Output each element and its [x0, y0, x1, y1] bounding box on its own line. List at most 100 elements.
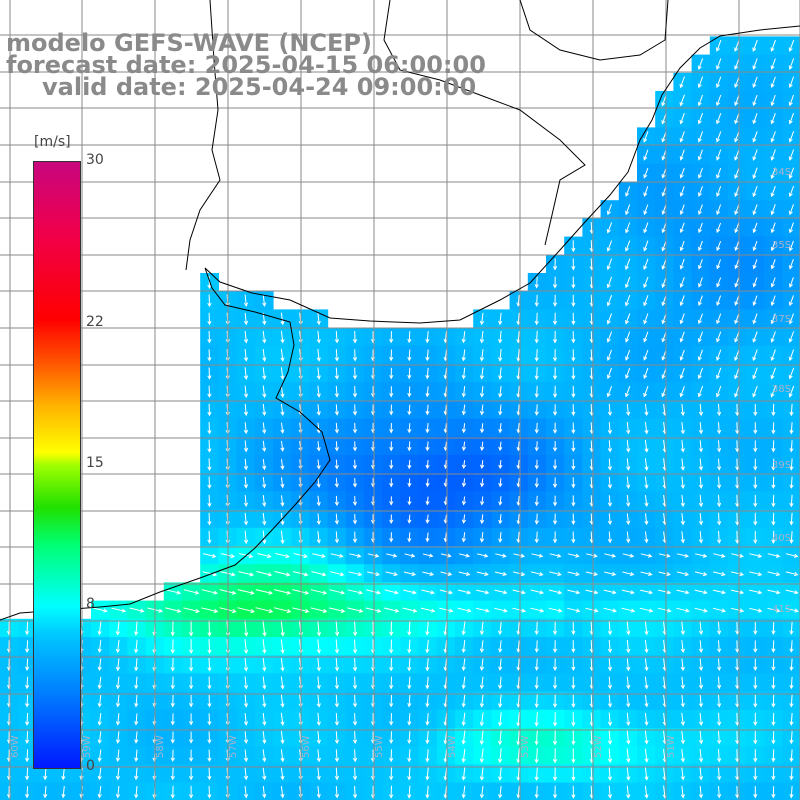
wind-arrow: [115, 785, 121, 799]
wind-arrow: [134, 694, 139, 708]
wind-arrow: [534, 404, 539, 416]
wind-arrow: [461, 712, 466, 727]
wind-arrow: [389, 767, 394, 781]
wind-arrow: [316, 658, 321, 672]
wind-arrow: [715, 385, 722, 398]
wind-arrow: [697, 131, 704, 143]
wind-arrow: [280, 530, 285, 545]
wind-arrow: [626, 458, 631, 471]
wind-arrow: [497, 730, 503, 746]
wind-arrow: [716, 458, 722, 471]
wind-arrow: [626, 712, 631, 727]
wind-arrow: [571, 367, 576, 380]
wind-arrow: [606, 294, 613, 307]
wind-arrow: [516, 367, 521, 380]
wind-arrow: [352, 658, 358, 672]
wind-arrow: [479, 712, 485, 727]
wind-arrow: [552, 694, 558, 708]
wind-arrow: [280, 694, 285, 708]
wind-arrow: [789, 749, 794, 763]
wind-arrow: [571, 477, 576, 489]
wind-arrow: [731, 571, 745, 577]
wind-arrow: [280, 676, 285, 690]
wind-arrow: [644, 767, 649, 781]
wind-arrow: [316, 531, 321, 544]
wind-arrow: [771, 458, 776, 471]
wind-arrow: [680, 658, 685, 672]
wind-arrow: [25, 712, 30, 726]
wind-arrow: [552, 294, 558, 307]
wind-arrow: [753, 622, 758, 635]
wind-arrow: [548, 589, 563, 595]
wind-arrow: [170, 639, 175, 654]
wind-arrow: [461, 331, 466, 344]
wind-arrow: [170, 658, 175, 672]
wind-arrow: [280, 786, 285, 799]
wind-arrow: [752, 331, 758, 343]
wind-arrow: [606, 386, 613, 398]
wind-arrow: [389, 459, 394, 470]
wind-arrow: [530, 589, 545, 595]
wind-arrow: [734, 113, 740, 125]
wind-arrow: [571, 240, 576, 253]
wind-arrow: [534, 312, 539, 326]
wind-arrow: [607, 712, 613, 727]
wind-arrow: [752, 131, 758, 143]
wind-arrow: [262, 385, 267, 399]
wind-arrow: [188, 639, 194, 655]
wind-arrow: [207, 458, 212, 471]
wind-arrow: [698, 440, 704, 453]
longitude-label: 51W: [666, 735, 677, 758]
wind-arrow: [43, 786, 48, 799]
wind-arrow: [767, 553, 781, 558]
wind-arrow: [262, 367, 267, 380]
wind-arrow: [389, 386, 394, 398]
wind-arrow: [243, 312, 249, 326]
wind-arrow: [207, 294, 212, 308]
wind-arrow: [439, 607, 454, 613]
wind-arrow: [480, 478, 485, 488]
wind-arrow: [334, 676, 340, 690]
wind-arrow: [534, 367, 539, 380]
wind-arrow: [243, 657, 249, 672]
wind-arrow: [165, 607, 182, 613]
wind-arrow: [170, 785, 175, 799]
wind-arrow: [626, 748, 631, 763]
wind-arrow: [679, 367, 685, 380]
longitude-label: 53W: [520, 735, 531, 758]
wind-arrow: [735, 403, 740, 417]
wind-arrow: [788, 331, 795, 343]
wind-arrow: [789, 512, 794, 526]
wind-arrow: [115, 658, 121, 672]
wind-arrow: [479, 385, 485, 398]
wind-arrow: [549, 553, 562, 558]
wind-arrow: [552, 785, 558, 799]
wind-arrow: [680, 621, 685, 636]
wind-arrow: [134, 731, 139, 744]
wind-arrow: [498, 367, 503, 380]
wind-arrow: [292, 571, 309, 577]
wind-arrow: [316, 712, 321, 726]
wind-arrow: [639, 607, 654, 613]
wind-arrow: [476, 571, 489, 576]
wind-arrow: [571, 712, 576, 727]
wind-arrow: [516, 676, 521, 690]
wind-arrow: [534, 676, 539, 690]
longitude-label: 56W: [301, 735, 312, 758]
wind-arrow: [461, 676, 466, 690]
wind-arrow: [243, 458, 249, 471]
wind-arrow: [771, 476, 776, 489]
wind-arrow: [238, 571, 255, 577]
wind-arrow: [716, 349, 722, 362]
wind-arrow: [407, 731, 412, 745]
wind-arrow: [735, 767, 740, 781]
longitude-label: 58W: [155, 735, 166, 758]
wind-arrow: [752, 367, 758, 380]
wind-arrow: [280, 495, 285, 507]
wind-arrow: [316, 312, 321, 326]
wind-arrow: [644, 785, 649, 799]
wind-arrow: [334, 531, 340, 544]
wind-arrow: [643, 367, 649, 380]
wind-arrow: [571, 748, 576, 764]
wind-arrow: [552, 276, 558, 289]
